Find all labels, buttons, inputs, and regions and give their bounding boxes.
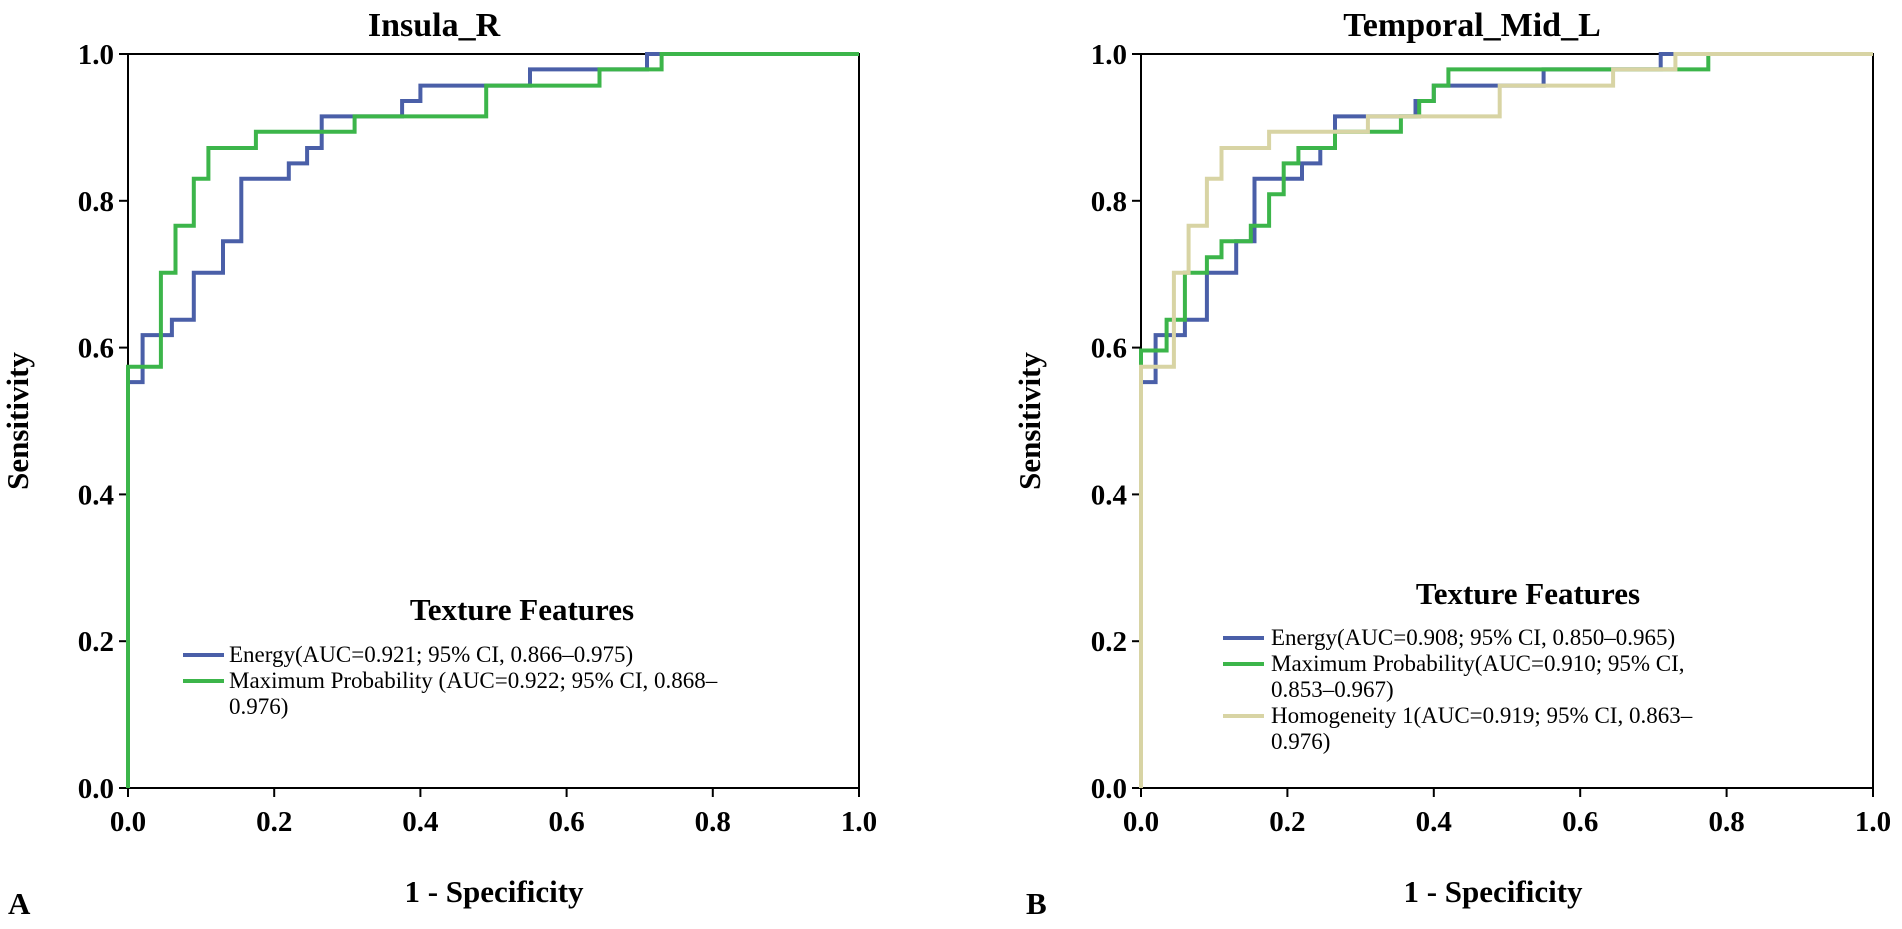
panel-a-x-tick-label: 0.0 [110,806,146,838]
panel-a-y-tick-label: 0.2 [78,626,114,658]
panel-a-ticks: 0.0 0.2 0.4 0.6 0.8 1.0 0.0 0.2 0.4 0.6 0.8 1.0 [78,39,877,838]
panel-a-legend: Energy(AUC=0.921; 95% CI, 0.866–0.975)Ma… [183,642,718,719]
panel-b-legend-entry-homogeneity-1: Homogeneity 1(AUC=0.919; 95% CI, 0.863– [1271,703,1693,728]
panel-a-x-tick-label: 0.4 [402,806,438,838]
panel-b-legend-entry-maximum-probability: Maximum Probability(AUC=0.910; 95% CI, [1271,651,1685,676]
panel-a-series-maximum-probability-line [126,52,859,788]
panel-a-title: Insula_R [368,7,501,44]
panel-b-y-tick-label: 0.0 [1091,773,1127,805]
panel-b-title: Temporal_Mid_L [1343,7,1601,44]
panel-b-x-tick-label: 0.4 [1416,806,1452,838]
panel-b-x-tick-label: 0.2 [1269,806,1305,838]
panel-b-y-axis-label: Sensitivity [1012,352,1047,490]
panel-a-y-axis-label: Sensitivity [0,352,35,490]
panel-b-x-tick-label: 0.6 [1562,806,1598,838]
panel-b-x-tick-label: 1.0 [1855,806,1891,838]
panel-a-legend-entry-energy: Energy(AUC=0.921; 95% CI, 0.866–0.975) [229,642,633,667]
panel-b-x-tick-label: 0.8 [1708,806,1744,838]
panel-b-legend-entry-homogeneity-1: 0.976) [1271,729,1330,754]
panel-a-x-axis-label: 1 - Specificity [404,874,584,909]
panel-b-legend-title: Texture Features [1416,576,1640,611]
panel-a-legend-entry-maximum-probability: 0.976) [229,694,288,719]
panel-a-y-tick-label: 0.6 [78,333,114,365]
panel-b-letter: B [1026,886,1047,921]
panel-b-legend-entry-energy: Energy(AUC=0.908; 95% CI, 0.850–0.965) [1271,625,1675,650]
panel-a-x-tick-label: 1.0 [841,806,877,838]
panel-a-x-tick-label: 0.8 [695,806,731,838]
panel-a-y-tick-label: 0.0 [78,773,114,805]
panel-b-series-homogeneity-1-line [1139,52,1873,788]
panel-a-x-tick-label: 0.2 [256,806,292,838]
panel-a-chart: Insula_R 0.0 0.2 0.4 0.6 0.8 1.00.00.20.40.60… [0,7,877,921]
panel-a-series-energy-line [126,52,859,788]
panel-b-ticks: 0.0 0.2 0.4 0.6 0.8 1.0 0.0 0.2 0.4 0.6 0.8 1.0 [1091,39,1891,838]
panel-a-y-tick-label: 0.4 [78,479,114,511]
panel-b-y-tick-label: 0.8 [1091,186,1127,218]
panel-b-x-tick-label: 0.0 [1123,806,1159,838]
panel-a-letter: A [8,886,31,921]
panel-b-series-maximum-probability-line [1139,52,1873,788]
panel-b-legend-entry-maximum-probability: 0.853–0.967) [1271,677,1394,702]
panel-b-y-tick-label: 1.0 [1091,39,1127,71]
panel-b-y-tick-label: 0.2 [1091,626,1127,658]
panel-b-x-axis-label: 1 - Specificity [1403,874,1583,909]
panel-b-series [1139,52,1873,788]
panel-b-series-energy-line [1139,52,1873,788]
panel-a-y-tick-label: 1.0 [78,39,114,71]
panel-b-y-tick-label: 0.6 [1091,333,1127,365]
panel-a-legend-title: Texture Features [410,592,634,627]
panel-a-legend-entry-maximum-probability: Maximum Probability (AUC=0.922; 95% CI, … [229,668,718,693]
panel-b-chart: Temporal_Mid_L 0.0 0.2 0.4 0.6 0.8 1.00.00.20… [1012,7,1891,921]
panel-b-y-tick-label: 0.4 [1091,479,1127,511]
panel-b-plot-frame [1140,53,1874,789]
panel-a-series [126,52,859,788]
panel-a-x-tick-label: 0.6 [548,806,584,838]
panel-b-legend: Energy(AUC=0.908; 95% CI, 0.850–0.965)Ma… [1223,625,1693,754]
panel-a-y-tick-label: 0.8 [78,186,114,218]
